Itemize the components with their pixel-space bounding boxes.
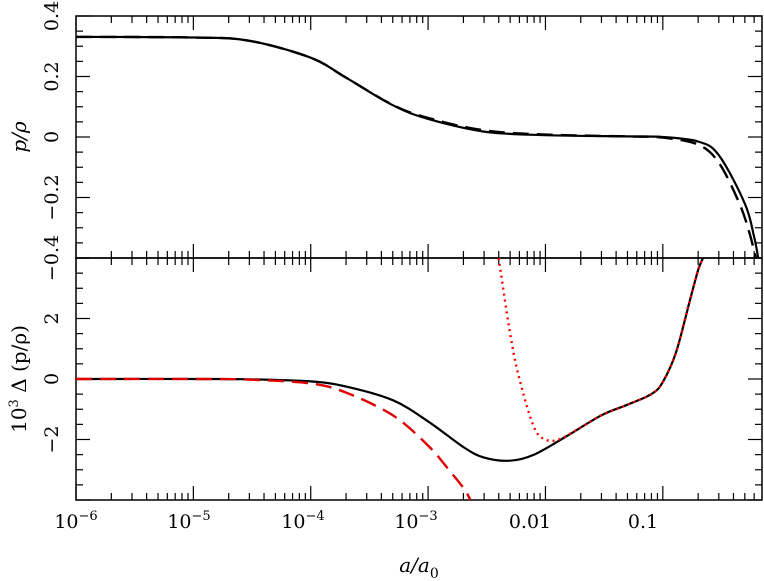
bottom-series-solid-line — [76, 258, 705, 462]
xtick-label: 10−3 — [394, 509, 437, 533]
xtick-label: 0.01 — [509, 511, 551, 533]
top-ytick-label: 0.2 — [41, 61, 63, 91]
bottom-series-dotted-line — [497, 258, 705, 443]
xtick-label: 10−6 — [54, 509, 97, 533]
top-series-dashed-line — [76, 35, 757, 258]
bottom-ytick-label: 0 — [41, 373, 63, 385]
top-ytick-label: −0.2 — [41, 174, 63, 220]
top-ytick-label: 0.4 — [41, 1, 63, 31]
axis-ticks — [75, 15, 762, 501]
top-ylabel: p/ρ — [7, 121, 31, 153]
xtick-label: 0.1 — [628, 511, 658, 533]
xtick-label: 10−5 — [167, 509, 210, 533]
xtick-label: 10−4 — [281, 509, 324, 533]
series-lines — [76, 35, 760, 500]
bottom-ytick-label: 2 — [41, 312, 63, 324]
x-tick-labels: 10−6 10−5 10−4 10−3 0.01 0.1 — [54, 509, 658, 533]
bottom-ytick-label: −2 — [41, 425, 63, 453]
bottom-series-dashed-line — [76, 377, 472, 500]
top-ytick-label: −0.4 — [41, 235, 63, 281]
top-series-solid-line — [76, 35, 760, 258]
top-ytick-label: 0 — [41, 131, 63, 143]
x-axis-title: a/a0 — [399, 553, 439, 581]
bottom-ylabel: 103 Δ (p/ρ) — [7, 325, 31, 433]
